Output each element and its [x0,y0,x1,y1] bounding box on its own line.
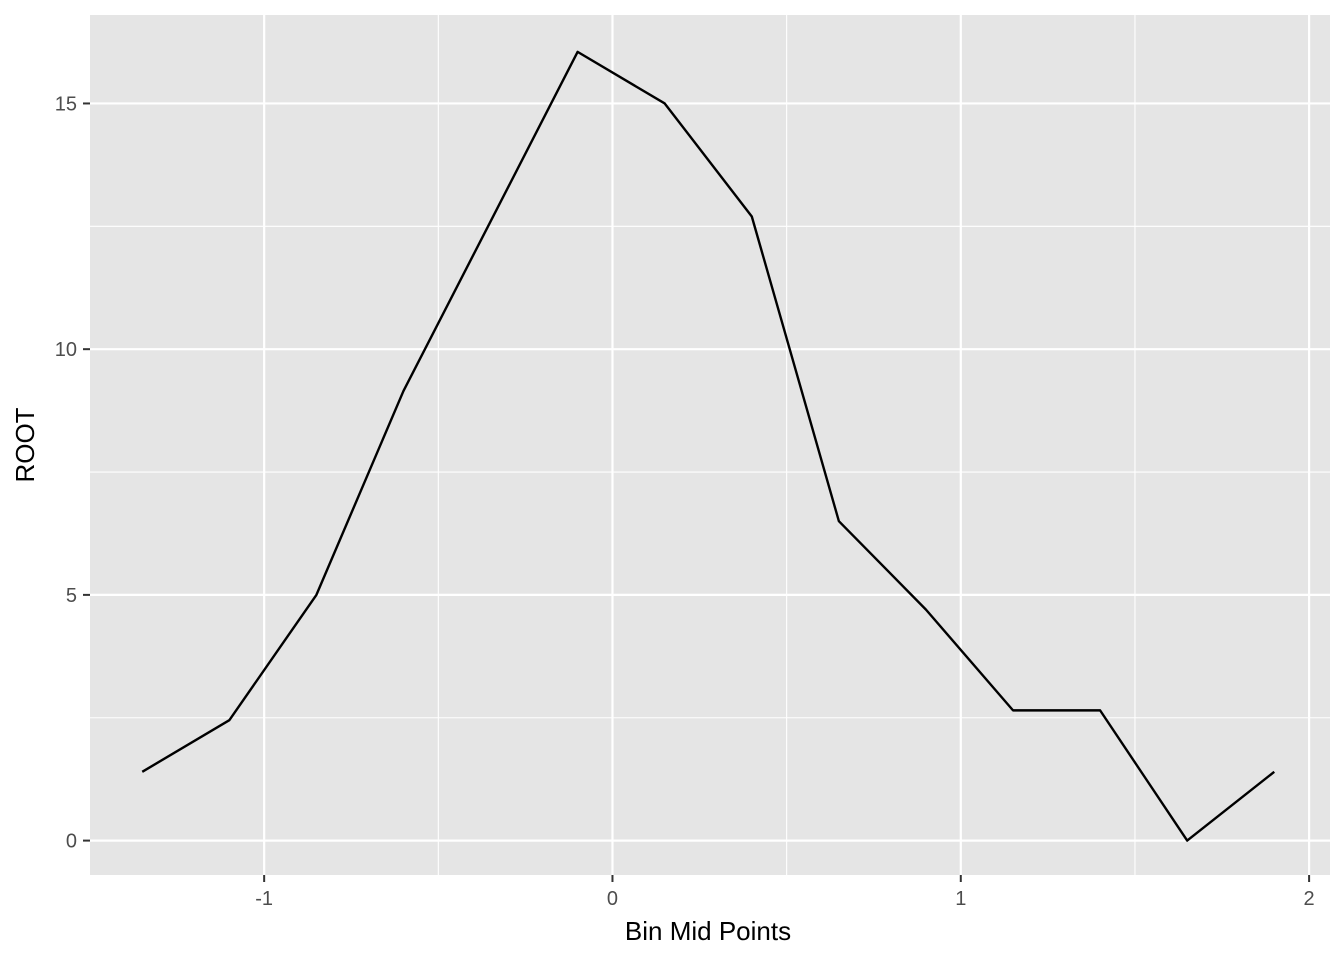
x-tick-label: 1 [955,888,966,910]
series-layer [141,50,1276,842]
series-line [141,50,1276,842]
x-tick-label: -1 [255,888,273,910]
minor-gridlines [90,15,1330,875]
y-tick-label: 0 [66,831,77,853]
y-axis-title: ROOT [10,407,40,482]
major-gridlines [90,15,1330,875]
y-tick-label: 15 [55,93,77,115]
y-tick-label: 10 [55,339,77,361]
x-axis: -1 0 1 2 [255,875,1315,910]
x-tick-label: 0 [607,888,618,910]
x-tick-label: 2 [1304,888,1315,910]
plot-panel [90,15,1330,875]
x-axis-title: Bin Mid Points [625,916,791,946]
y-tick-label: 5 [66,585,77,607]
y-axis: 0 5 10 15 [55,93,90,853]
